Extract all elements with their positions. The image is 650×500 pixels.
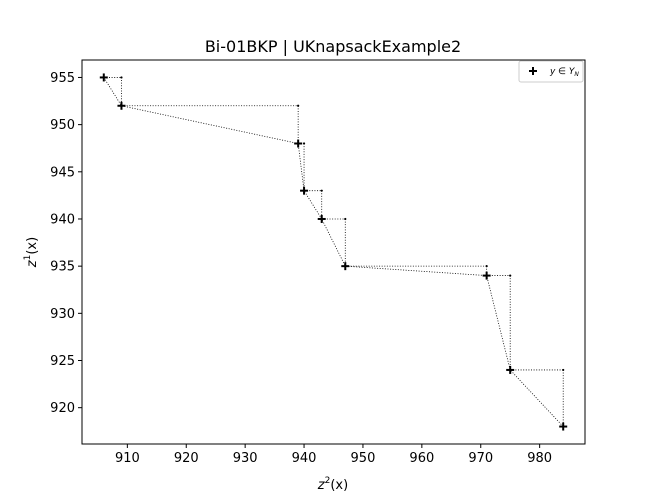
y-axis-label-tail: (x) [25,237,40,255]
staircase-corner-dot [302,142,306,145]
data-point [559,422,568,431]
y-tick-label: 925 [50,354,75,369]
chart-title: Bi-01BKP | UKnapsackExample2 [205,37,461,56]
x-axis-label: z2(x) [317,476,348,493]
x-tick-label: 980 [527,451,552,466]
data-point [117,101,126,110]
data-point [482,271,491,280]
staircase-corner-dot [562,368,565,372]
plot-area [99,73,568,431]
x-tick-label: 970 [468,451,493,466]
data-point [294,139,303,148]
data-point [99,73,108,82]
axis-ticks: 910 920 930 940 950 960 970 980 920 925 930 935 940 9… [50,71,552,466]
legend-box [518,60,584,83]
plot-frame [81,59,586,445]
staircase-corner-dot [344,217,347,221]
legend-label: y ∈ YN [549,67,579,78]
legend-label-sub: N [574,71,579,78]
staircase-corner-dot [320,189,323,192]
y-tick-label: 950 [50,118,75,133]
data-point [341,262,350,271]
y-axis-label-base: z [25,259,40,268]
legend-marker [529,67,537,75]
x-tick-label: 950 [351,451,376,466]
x-tick-label: 940 [292,451,317,466]
legend: y ∈ YN [518,60,584,83]
data-point [300,186,309,195]
staircase-corner-dot [120,76,123,79]
y-axis-label: z1(x) [23,237,40,268]
data-point [506,365,515,374]
x-tick-label: 920 [174,451,199,466]
x-tick-label: 930 [233,451,258,466]
y-tick-label: 920 [50,401,75,416]
y-tick-label: 945 [50,165,75,180]
y-axis-label-sup: 1 [23,255,33,261]
data-point [317,214,326,223]
nondominated-path [103,77,564,427]
y-tick-label: 935 [50,260,75,275]
x-tick-label: 910 [115,451,140,466]
x-axis-label-base: z [317,478,326,493]
staircase-corner-dot [297,104,300,107]
x-tick-label: 960 [409,451,434,466]
y-tick-label: 955 [50,71,75,86]
y-tick-label: 930 [50,307,75,322]
legend-label-main: y ∈ Y [549,67,576,77]
staircase-corner-dot [485,265,488,268]
y-tick-label: 940 [50,212,75,227]
x-axis-label-sup: 2 [325,476,331,486]
x-axis-label-tail: (x) [330,478,348,493]
staircase-corner-dot [509,274,512,277]
